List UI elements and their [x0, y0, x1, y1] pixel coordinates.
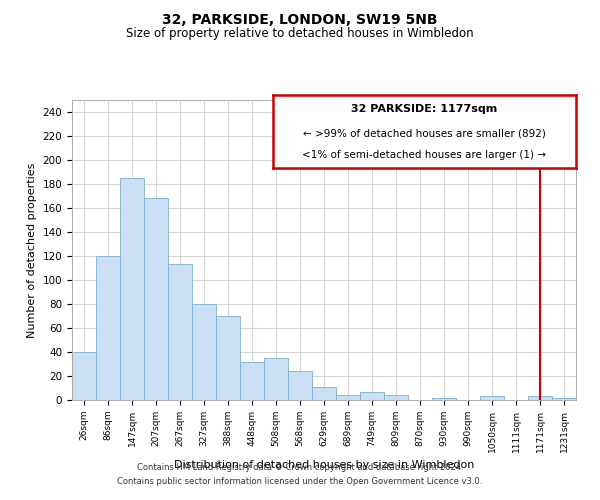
Text: Contains HM Land Registry data © Crown copyright and database right 2024.: Contains HM Land Registry data © Crown c…	[137, 464, 463, 472]
Bar	[264, 358, 288, 400]
Bar	[384, 395, 408, 400]
Y-axis label: Number of detached properties: Number of detached properties	[27, 162, 37, 338]
Bar	[480, 396, 504, 400]
Bar	[312, 387, 336, 400]
Bar	[216, 316, 240, 400]
Text: 32 PARKSIDE: 1177sqm: 32 PARKSIDE: 1177sqm	[352, 104, 497, 115]
Bar	[192, 304, 216, 400]
Bar	[72, 352, 96, 400]
X-axis label: Distribution of detached houses by size in Wimbledon: Distribution of detached houses by size …	[174, 460, 474, 470]
Text: Size of property relative to detached houses in Wimbledon: Size of property relative to detached ho…	[126, 28, 474, 40]
Bar	[528, 396, 552, 400]
Bar	[96, 256, 120, 400]
Text: 32, PARKSIDE, LONDON, SW19 5NB: 32, PARKSIDE, LONDON, SW19 5NB	[162, 12, 438, 26]
Bar	[432, 398, 456, 400]
Bar	[240, 362, 264, 400]
Text: <1% of semi-detached houses are larger (1) →: <1% of semi-detached houses are larger (…	[302, 150, 547, 160]
Bar	[288, 371, 312, 400]
Text: ← >99% of detached houses are smaller (892): ← >99% of detached houses are smaller (8…	[303, 128, 546, 138]
Bar	[144, 198, 168, 400]
Bar	[120, 178, 144, 400]
Bar	[168, 264, 192, 400]
Bar	[552, 398, 576, 400]
Text: Contains public sector information licensed under the Open Government Licence v3: Contains public sector information licen…	[118, 477, 482, 486]
Bar	[336, 395, 360, 400]
Bar	[360, 392, 384, 400]
